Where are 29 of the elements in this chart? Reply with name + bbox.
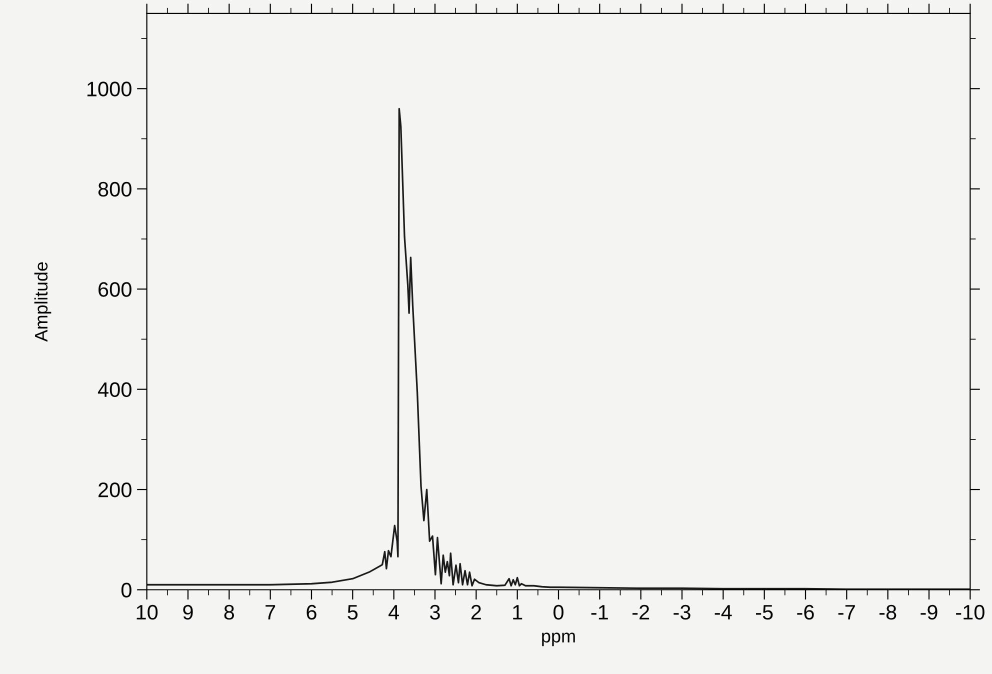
y-tick-label: 600 bbox=[98, 282, 132, 297]
x-tick-label: 6 bbox=[306, 604, 316, 620]
y-tick-label: 1000 bbox=[87, 82, 132, 96]
x-tick-label: 2 bbox=[471, 604, 481, 620]
x-tick-label: -5 bbox=[756, 605, 773, 620]
x-tick-label: -7 bbox=[838, 605, 855, 620]
y-tick-label: 400 bbox=[98, 382, 132, 398]
x-tick-label: 5 bbox=[348, 605, 358, 620]
x-tick-label: 10 bbox=[136, 604, 158, 620]
x-tick-label: 9 bbox=[183, 604, 193, 620]
x-tick-label: -3 bbox=[674, 604, 690, 620]
x-tick-label: -4 bbox=[714, 605, 732, 620]
x-tick-label: 4 bbox=[388, 605, 400, 620]
x-tick-label: -1 bbox=[591, 605, 608, 620]
y-axis-title: Amplitude bbox=[34, 262, 52, 342]
x-tick-label: 0 bbox=[554, 604, 564, 620]
y-tick-label: 0 bbox=[121, 582, 132, 598]
x-axis-title: ppm bbox=[542, 632, 575, 646]
y-tick-label: 800 bbox=[98, 182, 132, 197]
x-tick-label: -6 bbox=[797, 604, 814, 620]
x-tick-label: 7 bbox=[266, 605, 276, 620]
x-tick-label: -8 bbox=[880, 604, 896, 620]
x-tick-label: -2 bbox=[632, 604, 650, 620]
x-tick-label: 3 bbox=[430, 604, 440, 620]
y-tick-label: 200 bbox=[98, 482, 132, 498]
x-tick-label: -10 bbox=[956, 604, 984, 620]
x-tick-label: -9 bbox=[920, 604, 938, 620]
x-tick-label: 1 bbox=[513, 605, 522, 620]
x-tick-label: 8 bbox=[224, 604, 234, 620]
